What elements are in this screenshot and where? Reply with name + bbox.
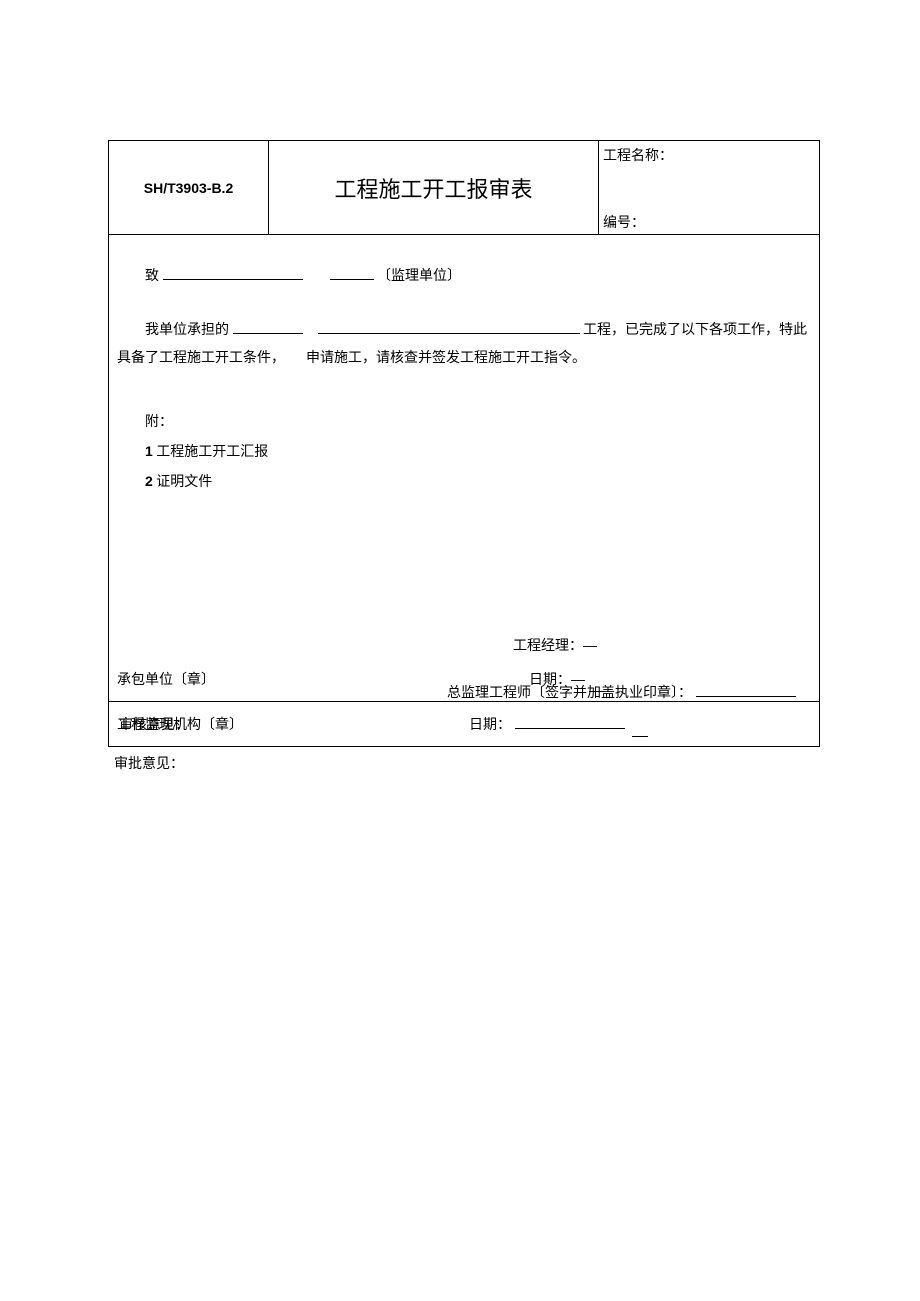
form-code: SH/T3903-B.2 [144,180,233,196]
para-prefix: 我单位承担的 [145,323,229,338]
addressee-blank-1[interactable] [163,265,303,280]
to-suffix: 〔监理单位〕 [377,269,461,284]
attach-item-2: 2 证明文件 [145,467,811,497]
paragraph: 我单位承担的 工程，已完成了以下各项工作，特此 具备了工程施工开工条件， 申请施… [117,317,811,373]
pm-center: 工程经理：— [417,631,811,661]
project-blank-1[interactable] [233,319,303,334]
para-mid: 工程，已完成了以下各项工作，特此 [583,323,807,338]
attach-label: 附： [145,409,811,437]
form-title: 工程施工开工报审表 [334,177,532,202]
attach-text-1: 工程施工开工汇报 [153,445,269,460]
review-signature-block: 总监理工程师〔签字并加盖执业印章〕： 工程监理机构〔章〕 日期： [117,680,811,740]
chief-sign-blank[interactable] [696,682,796,697]
attach-text-2: 证明文件 [153,475,213,490]
page-container: SH/T3903-B.2 工程施工开工报审表 工程名称： 编号： 致 〔监理单位… [0,0,920,773]
attach-item-1: 1 工程施工开工汇报 [145,437,811,467]
spacer [117,291,811,317]
form-code-cell: SH/T3903-B.2 [109,141,269,235]
form-title-cell: 工程施工开工报审表 [269,141,599,235]
chief-engineer-line: 总监理工程师〔签字并加盖执业印章〕： [117,680,811,708]
review-row: 审核意见： 总监理工程师〔签字并加盖执业印章〕： 工程监理机构〔章〕 日期： [109,702,820,747]
project-blank-2[interactable] [318,319,580,334]
attach-num-2: 2 [145,473,153,489]
header-right-cell: 工程名称： 编号： [599,141,820,235]
supervision-org-stamp: 工程监理机构〔章〕 [117,712,437,740]
to-prefix: 致 [145,269,159,284]
addressee-blank-2[interactable] [330,265,374,280]
pm-line: 工程经理：— [117,631,811,661]
addressee-line: 致 〔监理单位〕 [117,263,811,291]
pm-label: 工程经理： [513,639,583,654]
body-inner: 致 〔监理单位〕 我单位承担的 工程，已完成了以下各项工作， [109,235,819,701]
attachment-block: 附： 1 工程施工开工汇报 2 证明文件 [145,409,811,497]
para-line-2: 具备了工程施工开工条件， 申请施工，请核查并签发工程施工开工指令。 [117,345,811,373]
para-line-1: 我单位承担的 工程，已完成了以下各项工作，特此 [117,317,811,345]
attach-num-1: 1 [145,443,153,459]
review-date-center: 日期： [437,712,811,740]
review-date-label: 日期： [469,718,511,733]
project-name-label: 工程名称： [603,145,673,165]
chief-label: 总监理工程师〔签字并加盖执业印章〕： [447,686,692,701]
review-cell: 审核意见： 总监理工程师〔签字并加盖执业印章〕： 工程监理机构〔章〕 日期： [109,702,820,747]
header-row: SH/T3903-B.2 工程施工开工报审表 工程名称： 编号： [109,141,820,235]
review-date-blank[interactable] [515,714,625,729]
pm-dash: — [583,637,597,653]
body-cell: 致 〔监理单位〕 我单位承担的 工程，已完成了以下各项工作， [109,235,820,702]
body-row: 致 〔监理单位〕 我单位承担的 工程，已完成了以下各项工作， [109,235,820,702]
supervision-org-line: 工程监理机构〔章〕 日期： [117,712,811,740]
approval-opinion-label: 审批意见： [108,753,820,773]
project-no-label: 编号： [603,212,645,232]
form-table: SH/T3903-B.2 工程施工开工报审表 工程名称： 编号： 致 〔监理单位… [108,140,820,747]
review-date-underline[interactable] [632,736,648,737]
